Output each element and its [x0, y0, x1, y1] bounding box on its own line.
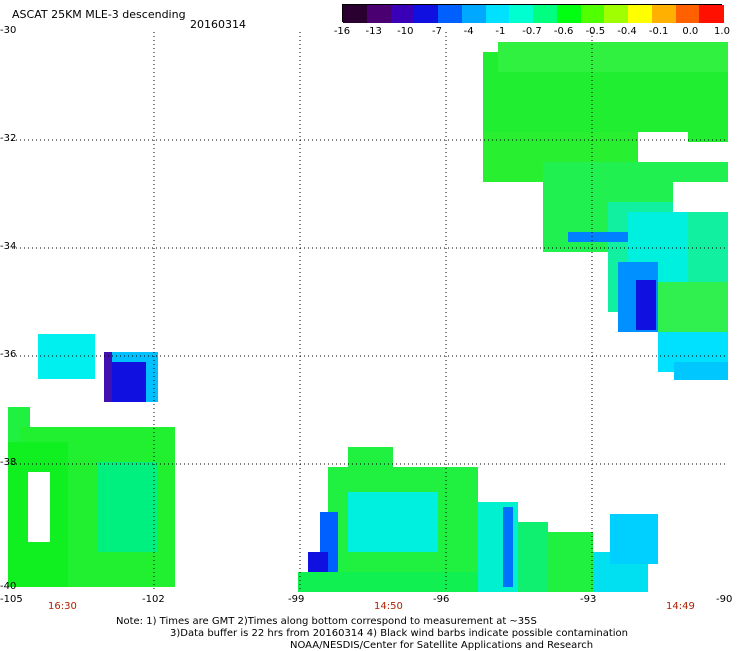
x-tick-label: -93 — [580, 594, 597, 605]
swath-time: 14:50 — [374, 601, 403, 612]
product-title: ASCAT 25KM MLE-3 descending — [12, 8, 186, 21]
swath-gap — [638, 132, 688, 162]
colorbar-swatch — [628, 5, 653, 23]
note-line-2: 3)Data buffer is 22 hrs from 20160314 4)… — [170, 628, 628, 639]
swath-data — [8, 42, 728, 592]
colorbar-tick-label: -0.7 — [522, 26, 542, 37]
x-tick-label: -105 — [0, 594, 23, 605]
y-tick-label: -34 — [0, 241, 17, 252]
colorbar-swatch — [580, 5, 605, 23]
colorbar-tick-label: -1 — [495, 26, 506, 37]
colorbar-swatch — [485, 5, 510, 23]
swath-region — [548, 532, 593, 592]
colorbar-swatch — [651, 5, 676, 23]
swath-time: 14:49 — [666, 601, 695, 612]
swath-region — [503, 507, 513, 587]
colorbar-tick-label: -13 — [365, 26, 382, 37]
grid-lines — [8, 32, 728, 592]
colorbar-swatch — [438, 5, 463, 23]
y-tick-label: -32 — [0, 133, 17, 144]
colorbar-tick-label: -0.1 — [648, 26, 669, 37]
colorbar-tick-label: -7 — [432, 26, 442, 37]
swath-gap — [673, 182, 728, 212]
colorbar-swatch — [461, 5, 486, 23]
note-line-1: Note: 1) Times are GMT 2)Times along bot… — [116, 616, 537, 627]
colorbar-tick-label: -0.5 — [585, 26, 606, 37]
colorbar-swatch — [509, 5, 534, 23]
swath-gap — [28, 472, 50, 542]
product-date: 20160314 — [190, 18, 246, 31]
x-tick-label: -96 — [433, 594, 450, 605]
colorbar — [342, 4, 724, 23]
colorbar-swatch — [604, 5, 629, 23]
colorbar-swatch — [675, 5, 700, 23]
swath-region — [112, 362, 146, 402]
colorbar-swatch — [343, 5, 368, 23]
swath-region — [38, 334, 95, 379]
colorbar-tick-label: 1.0 — [714, 26, 730, 37]
swath-region — [104, 352, 112, 402]
colorbar-tick-label: -4 — [463, 26, 474, 37]
colorbar-tick-label: -10 — [397, 26, 414, 37]
y-tick-label: -38 — [0, 457, 17, 468]
wind-map — [8, 32, 728, 592]
colorbar-swatch — [699, 5, 724, 23]
note-line-3: NOAA/NESDIS/Center for Satellite Applica… — [290, 640, 594, 651]
y-tick-label: -40 — [0, 581, 17, 592]
y-tick-label: -30 — [0, 25, 17, 36]
swath-region — [674, 362, 728, 380]
swath-region — [98, 462, 158, 552]
swath-region — [348, 492, 438, 552]
x-tick-label: -90 — [716, 594, 733, 605]
colorbar-swatch — [556, 5, 581, 23]
swath-region — [498, 42, 728, 72]
colorbar-swatch — [414, 5, 439, 23]
swath-region — [568, 232, 628, 242]
x-tick-label: -99 — [288, 594, 305, 605]
colorbar-swatch — [533, 5, 558, 23]
swath-time: 16:30 — [48, 601, 77, 612]
swath-region — [518, 522, 548, 592]
colorbar-tick-label: -16 — [333, 26, 351, 37]
swath-region — [610, 514, 658, 564]
swath-region — [636, 280, 656, 330]
colorbar-swatch — [390, 5, 415, 23]
y-tick-label: -36 — [0, 349, 17, 360]
colorbar-legend: -16 -13 -10 -7 -4 -1 -0.7 -0.6 -0.5 -0.4 -0.1 0.0 1.… — [334, 4, 730, 40]
colorbar-swatch — [366, 5, 391, 23]
colorbar-tick-label: -0.6 — [553, 26, 574, 37]
colorbar-tick-label: -0.4 — [617, 26, 637, 37]
x-tick-label: -102 — [142, 594, 165, 605]
swath-region — [308, 552, 328, 572]
colorbar-tick-label: 0.0 — [682, 26, 699, 37]
